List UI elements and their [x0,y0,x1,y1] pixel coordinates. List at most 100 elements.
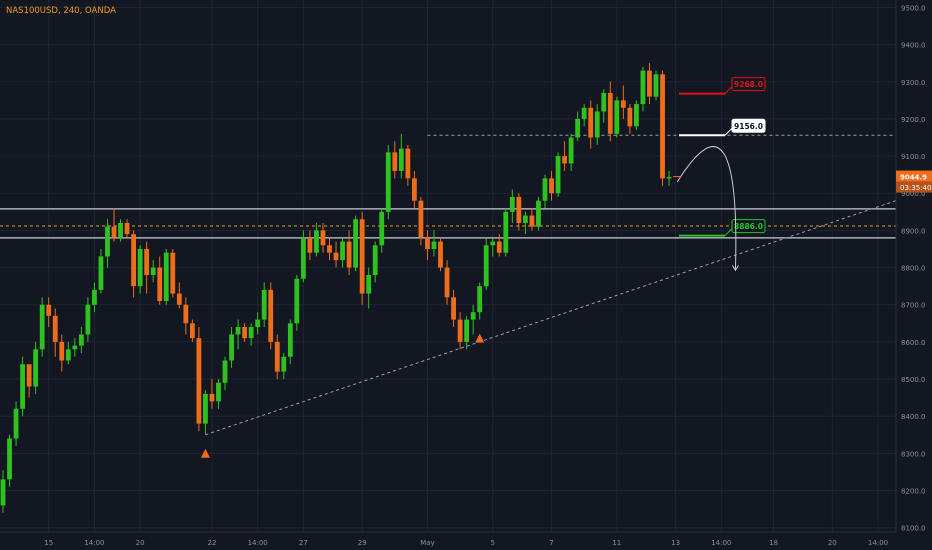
drawing-overlays[interactable]: 9268.0 9156.0 8886.0 [200,77,766,458]
candle-body [327,245,332,253]
candle-body [235,327,241,335]
candle-body [614,100,620,134]
candle-body [359,219,365,294]
symbol-title: NAS100USD, 240, OANDA [6,6,116,16]
candle-body [294,278,300,324]
price-tick-label: 9000.0 [901,190,926,198]
target-label-box[interactable] [731,219,766,234]
candle-body [105,226,110,257]
candle-body [366,275,372,294]
candle-body [209,393,215,402]
target-label-box[interactable] [731,77,766,92]
price-tick-label: 9500.0 [901,4,926,12]
target-label-text: 9268.0 [734,80,763,89]
candle-body [255,319,261,328]
candle-body [425,237,430,249]
candle-body [634,104,639,127]
countdown-label: 03:35:40 [900,184,931,192]
last-price-badge[interactable] [896,170,932,182]
candle-body [601,92,607,112]
candle-body [503,211,509,253]
price-axis[interactable]: 8100.0 8200.0 8300.0 8400.0 8500.0 8600.0 8700… [895,0,932,550]
candle-body [575,118,581,138]
projected-path-curve[interactable] [676,146,737,271]
price-tick-label: 8700.0 [901,302,926,310]
candle-body [333,252,339,261]
price-tick-label: 8500.0 [901,376,926,384]
time-axis-background [0,532,932,550]
candle-body [549,178,554,194]
candle-body [261,289,267,320]
candle-body [470,312,476,320]
candle-body [78,334,84,346]
candle-body [418,200,424,238]
candle-body [111,226,117,238]
candle-body [405,148,411,179]
target-label-text: 8886.0 [734,222,763,231]
ascending-trendline[interactable] [205,200,897,436]
candle-body [457,319,463,342]
candle-body [307,237,313,253]
time-tick-label: 18 [769,539,778,547]
candle-body [7,438,12,480]
candle-body [163,252,169,302]
candle-body [281,356,287,372]
candle-body [346,241,352,268]
candle-body [65,349,71,361]
candle-body [438,241,443,268]
candle-body [52,315,58,342]
candle-body [353,219,359,268]
candle-body [666,176,672,179]
candle-body [124,222,130,235]
time-tick-label: 11 [612,539,621,547]
candle-body [555,156,561,194]
candle-body [588,107,594,138]
candle-body [98,256,104,290]
time-tick-label: 13 [671,539,680,547]
candle-body [118,222,123,238]
countdown-badge [896,181,932,193]
candle-body [562,156,567,164]
price-tick-label: 9100.0 [901,153,926,161]
candle-body [653,74,659,97]
candle-body [26,364,32,387]
candle-body [627,107,633,127]
candle-body [176,293,182,305]
price-tick-label: 8600.0 [901,339,926,347]
candle-body [398,148,404,171]
time-axis[interactable]: 15 14:00 20 22 14:00 27 29 May 5 7 11 13 14:00 18 20 14… [0,531,932,550]
candle-body [203,393,208,424]
candle-body [216,382,221,402]
candle-body [59,341,65,361]
candle-body [137,248,143,287]
time-tick-label: 14:00 [711,539,731,547]
candle-body [372,245,378,275]
price-tick-label: 8300.0 [901,450,926,458]
candle-body [20,364,25,409]
candle-body [170,252,176,294]
candle-body [379,211,385,246]
candle-body [523,215,528,223]
last-price-label: 9044.9 [900,174,927,182]
target-label-text: 9156.0 [734,122,763,131]
price-tick-label: 8400.0 [901,413,926,421]
candlestick-series [0,63,672,513]
candle-body [85,304,91,335]
candle-body [300,237,306,279]
support-arrow-marker [200,448,210,458]
candle-body [33,349,39,387]
candle-body [131,234,136,287]
candle-body [157,267,163,302]
target-label-box[interactable] [731,118,766,133]
price-tick-label: 8100.0 [901,525,926,533]
candle-body [529,215,535,227]
price-tick-label: 9200.0 [901,116,926,124]
candle-body [183,304,189,324]
candle-body [150,267,156,275]
time-tick-label: 20 [828,539,837,547]
candle-body [13,408,19,439]
time-tick-label: 7 [549,539,553,547]
time-tick-label: 15 [44,539,53,547]
candle-body [320,230,326,246]
